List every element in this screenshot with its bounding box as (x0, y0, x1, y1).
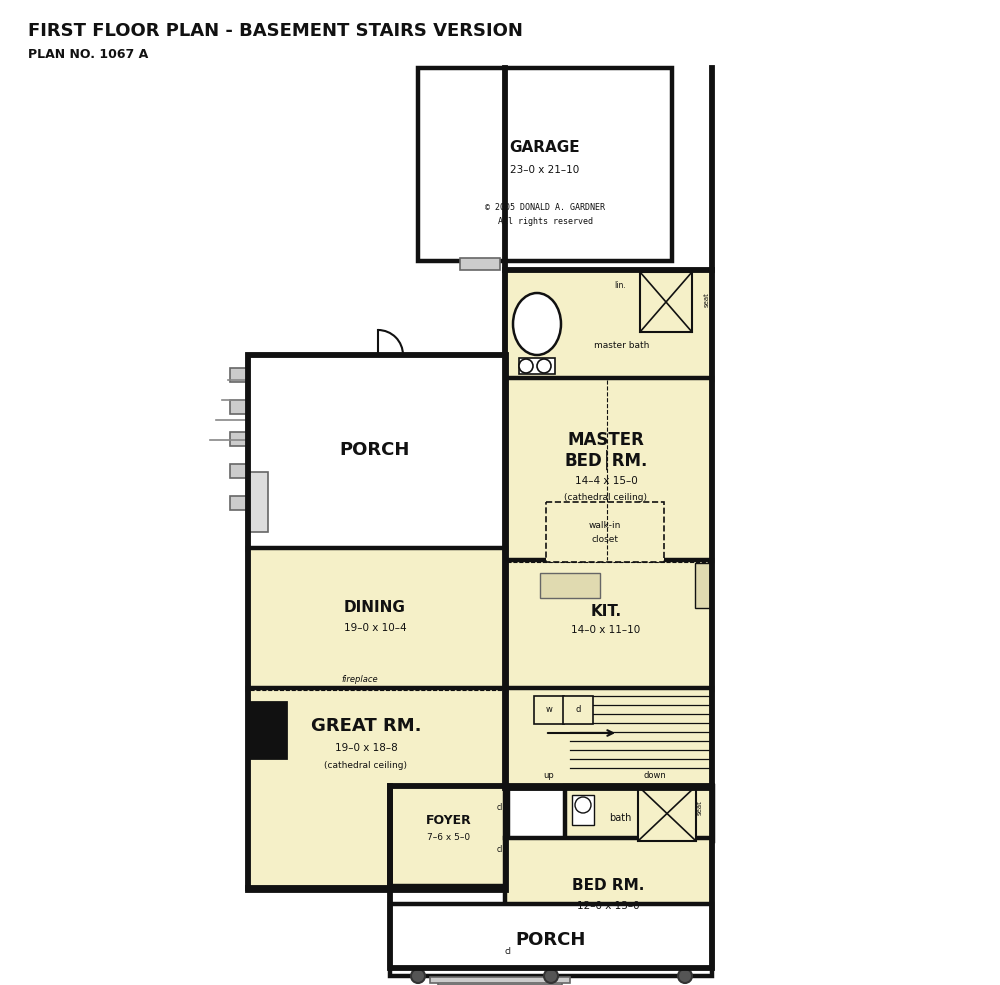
Text: GARAGE: GARAGE (510, 141, 580, 156)
Bar (248, 548, 506, 690)
Bar (230, 496, 248, 510)
Bar (505, 378, 712, 561)
Bar (638, 786, 696, 841)
Text: seat: seat (697, 801, 703, 816)
Bar (446, 981, 554, 985)
Circle shape (678, 969, 692, 983)
Circle shape (544, 969, 558, 983)
Text: cl: cl (505, 948, 512, 956)
Bar (640, 272, 692, 332)
Bar (505, 838, 712, 968)
Bar (546, 502, 664, 562)
Text: 7–6 x 5–0: 7–6 x 5–0 (427, 833, 471, 842)
Bar (505, 270, 712, 788)
Text: down: down (644, 771, 666, 780)
Bar (248, 702, 286, 758)
Text: 14–0 x 11–10: 14–0 x 11–10 (571, 625, 641, 635)
Text: master bath: master bath (594, 342, 650, 351)
Text: © 2005 DONALD A. GARDNER: © 2005 DONALD A. GARDNER (485, 203, 605, 212)
Bar (230, 432, 248, 446)
Circle shape (519, 359, 533, 373)
Text: MASTER: MASTER (568, 431, 644, 449)
Text: cl: cl (497, 804, 503, 813)
Text: closet: closet (592, 536, 618, 545)
Bar (418, 68, 672, 261)
Bar (695, 563, 710, 608)
Circle shape (575, 797, 591, 813)
Text: DINING: DINING (344, 601, 406, 616)
Text: 12–0 x 13–0: 12–0 x 13–0 (577, 901, 639, 911)
Bar (505, 688, 712, 788)
Text: BED RM.: BED RM. (572, 879, 644, 893)
Text: PORCH: PORCH (340, 441, 410, 459)
Text: (cathedral ceiling): (cathedral ceiling) (324, 761, 408, 770)
Text: PLAN NO. 1067 A: PLAN NO. 1067 A (28, 48, 148, 61)
Bar (430, 977, 570, 983)
Text: 14–4 x 15–0: 14–4 x 15–0 (575, 476, 637, 486)
Text: 19–0 x 18–8: 19–0 x 18–8 (335, 743, 397, 753)
Text: (cathedral ceiling): (cathedral ceiling) (564, 492, 648, 501)
Bar (248, 472, 268, 532)
Text: bath: bath (609, 813, 631, 823)
Text: walk-in: walk-in (589, 520, 621, 530)
Text: fireplace: fireplace (342, 676, 378, 685)
Text: cl: cl (497, 845, 503, 855)
Bar (248, 355, 506, 550)
Bar (563, 696, 593, 724)
Text: w: w (546, 705, 552, 714)
Circle shape (411, 969, 425, 983)
Ellipse shape (513, 293, 561, 355)
Text: BED│RM.: BED│RM. (564, 450, 648, 470)
Text: FOYER: FOYER (426, 814, 472, 826)
Text: seat: seat (704, 293, 710, 307)
Bar (540, 573, 600, 598)
Bar (248, 688, 506, 888)
Bar (460, 258, 500, 270)
Bar (390, 904, 712, 976)
Bar (519, 358, 555, 374)
Bar (248, 355, 506, 890)
Bar (572, 795, 594, 825)
Bar (230, 368, 248, 382)
Circle shape (537, 359, 551, 373)
Text: GREAT RM.: GREAT RM. (311, 717, 421, 735)
Text: 23–0 x 21–10: 23–0 x 21–10 (510, 165, 580, 175)
Bar (565, 786, 713, 841)
Text: All rights reserved: All rights reserved (498, 218, 592, 227)
Text: PORCH: PORCH (516, 931, 586, 949)
Text: d: d (575, 705, 581, 714)
Bar (390, 786, 508, 886)
Bar (505, 270, 712, 380)
Bar (230, 464, 248, 478)
Text: lin.: lin. (614, 281, 626, 290)
Bar (438, 979, 562, 985)
Text: FIRST FLOOR PLAN - BASEMENT STAIRS VERSION: FIRST FLOOR PLAN - BASEMENT STAIRS VERSI… (28, 22, 523, 40)
Bar (505, 560, 712, 690)
Bar (534, 696, 564, 724)
Bar (230, 400, 248, 414)
Bar (390, 786, 712, 968)
Text: up: up (544, 771, 554, 780)
Text: 19–0 x 10–4: 19–0 x 10–4 (344, 623, 406, 633)
Text: KIT.: KIT. (590, 605, 622, 620)
